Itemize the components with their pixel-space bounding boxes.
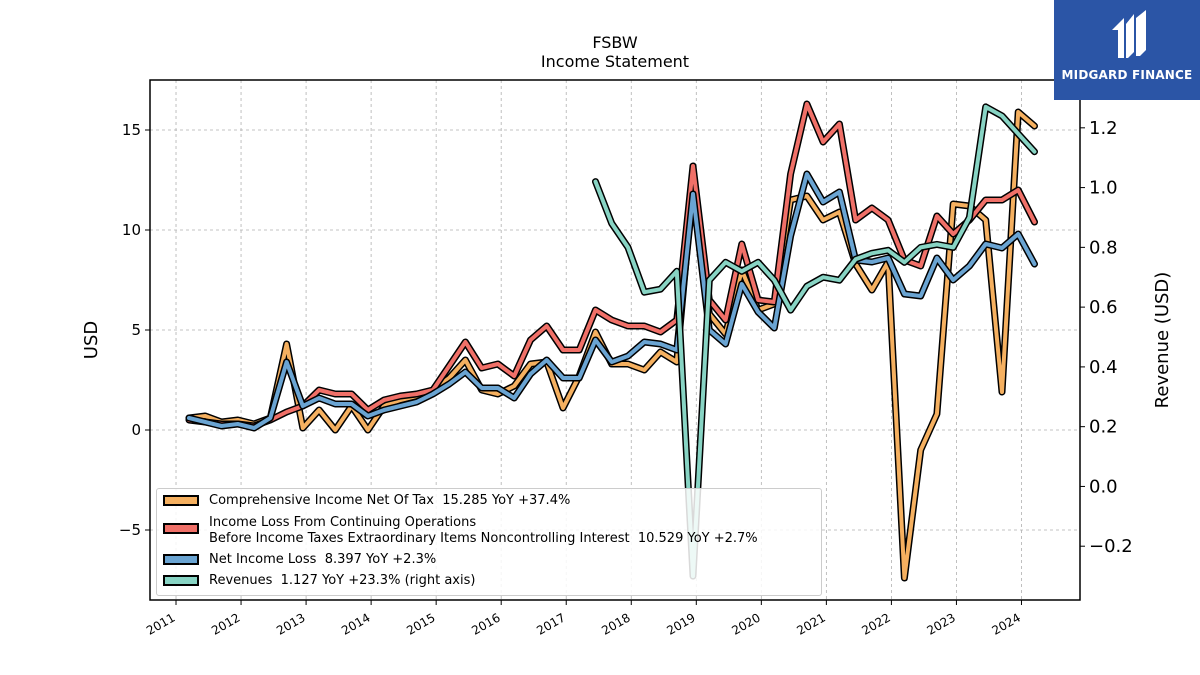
x-tick-label: 2016: [469, 610, 502, 637]
y-tick-label: −5: [119, 521, 141, 539]
legend-label-income-before-taxes-line2: Before Income Taxes Extraordinary Items …: [209, 531, 758, 546]
brand-emblem-icon: [1112, 10, 1146, 58]
x-tick-label: 2018: [599, 610, 632, 637]
y2-tick-label: −0.2: [1089, 536, 1133, 557]
x-tick-label: 2013: [274, 610, 307, 637]
legend-label-income-before-taxes-line1: Income Loss From Continuing Operations: [209, 515, 477, 530]
x-tick-label: 2014: [339, 610, 372, 637]
legend-swatch-income-before-taxes: [163, 523, 199, 534]
plot-frame: [149, 79, 1081, 601]
legend-label-comprehensive-income: Comprehensive Income Net Of Tax 15.285 Y…: [209, 493, 571, 508]
y-axis-label: USD: [81, 321, 102, 359]
x-tick-label: 2022: [859, 610, 892, 637]
y-tick-label: 0: [131, 421, 141, 439]
legend-label-revenues: Revenues 1.127 YoY +23.3% (right axis): [209, 573, 476, 588]
x-tick-label: 2021: [794, 610, 827, 637]
y2-tick-label: 0.4: [1089, 357, 1118, 378]
y-tick-label: 15: [122, 121, 141, 139]
chart-title: FSBW: [592, 33, 638, 52]
legend-swatch-revenues: [163, 575, 199, 586]
y2-axis-label: Revenue (USD): [1152, 272, 1173, 409]
chart-subtitle: Income Statement: [540, 52, 690, 71]
x-tick-label: 2020: [729, 610, 762, 637]
x-tick-label: 2011: [144, 610, 177, 637]
y2-tick-label: 0.6: [1089, 297, 1118, 318]
y2-tick-label: 0.8: [1089, 237, 1118, 258]
series-line-net-income: [187, 172, 1037, 430]
x-tick-label: 2012: [209, 610, 242, 637]
y-tick-label: 10: [122, 221, 141, 239]
legend-swatch-net-income: [163, 554, 199, 565]
y2-tick-label: 0.2: [1089, 417, 1118, 438]
y2-tick-label: 1.0: [1089, 178, 1118, 199]
series-line-revenues: [593, 104, 1037, 579]
chart-legend: Comprehensive Income Net Of Tax 15.285 Y…: [156, 488, 822, 596]
x-tick-label: 2017: [534, 610, 567, 637]
brand-logo: MIDGARD FINANCE: [1054, 0, 1200, 100]
y-tick-label: 5: [131, 321, 141, 339]
y2-tick-label: 1.2: [1089, 118, 1118, 139]
legend-label-net-income: Net Income Loss 8.397 YoY +2.3%: [209, 552, 437, 567]
x-tick-label: 2015: [404, 610, 437, 637]
x-tick-label: 2024: [990, 610, 1023, 637]
brand-logo-text: MIDGARD FINANCE: [1061, 68, 1193, 82]
series-layer: [185, 100, 1038, 582]
x-tick-label: 2019: [664, 610, 697, 637]
x-tick-label: 2023: [924, 610, 957, 637]
series-line-income-before-taxes: [187, 102, 1037, 428]
y2-tick-label: 0.0: [1089, 476, 1118, 497]
legend-swatch-comprehensive-income: [163, 495, 199, 506]
